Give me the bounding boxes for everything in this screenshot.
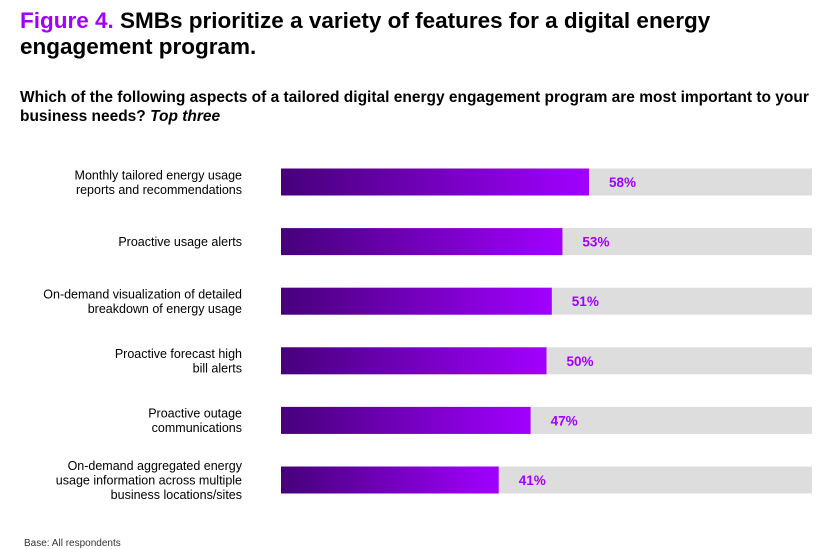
category-label: On-demand visualization of detailed break… bbox=[43, 287, 242, 316]
bar bbox=[281, 466, 499, 494]
question-emphasis: Top three bbox=[150, 108, 221, 125]
bar bbox=[281, 347, 547, 375]
question-text: Which of the following aspects of a tail… bbox=[20, 89, 809, 125]
category-label: On-demand aggregated energy usage informa… bbox=[56, 459, 243, 502]
category-label: Proactive outage communications bbox=[148, 407, 242, 436]
figure-number: Figure 4. bbox=[20, 8, 114, 33]
bar bbox=[281, 287, 552, 315]
bar bbox=[281, 406, 531, 434]
survey-question: Which of the following aspects of a tail… bbox=[20, 88, 820, 126]
category-label: Proactive forecast high bill alerts bbox=[115, 347, 242, 376]
figure-title: Figure 4. SMBs prioritize a variety of f… bbox=[20, 8, 820, 60]
base-note: Base: All respondents bbox=[24, 538, 121, 549]
value-label: 51% bbox=[572, 294, 599, 309]
value-label: 47% bbox=[551, 413, 578, 428]
value-label: 50% bbox=[567, 354, 594, 369]
bar bbox=[281, 228, 563, 256]
category-label: Proactive usage alerts bbox=[118, 235, 242, 249]
value-label: 58% bbox=[609, 175, 636, 190]
bar bbox=[281, 168, 589, 196]
value-label: 53% bbox=[582, 235, 609, 250]
category-label: Monthly tailored energy usage reports and… bbox=[75, 168, 243, 197]
value-label: 41% bbox=[519, 473, 546, 488]
figure-title-text: SMBs prioritize a variety of features fo… bbox=[20, 8, 711, 59]
